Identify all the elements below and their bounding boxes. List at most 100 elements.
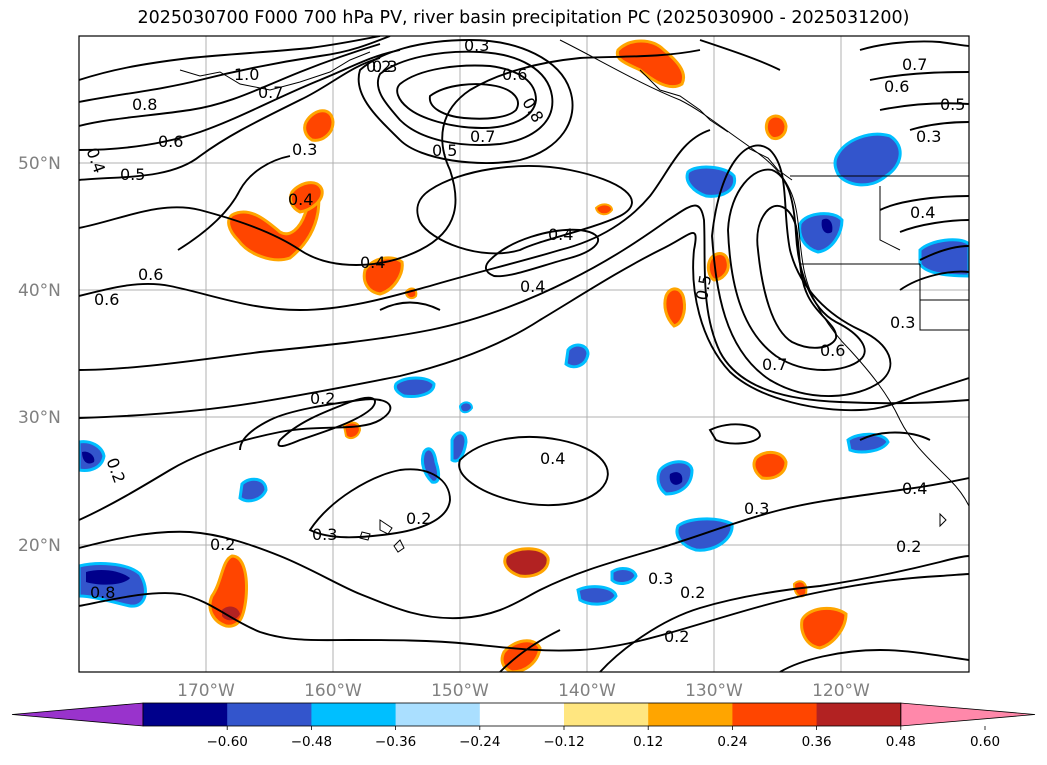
precip-blob xyxy=(458,401,474,414)
contour-label: 0.3 xyxy=(464,36,489,55)
contour-label: 0.2 xyxy=(210,535,235,554)
precip-blob xyxy=(393,376,436,398)
contour-label: 0.5 xyxy=(940,95,965,114)
contour-label: 0.7 xyxy=(762,355,787,374)
pv-contours xyxy=(79,36,969,672)
lon-label-160w: 160°W xyxy=(304,681,362,701)
contour-label: 0.3 xyxy=(312,525,337,544)
contour-label: 0.4 xyxy=(910,203,935,222)
contour-labels: 0.3 0.6 0.8 0.7 0.5 0.2 1.0 0.7 0.8 0.6 … xyxy=(83,36,966,646)
colorbar-segment xyxy=(816,703,902,726)
contour-label: 0.2 xyxy=(366,57,391,76)
contour-label: 0.4 xyxy=(548,225,573,244)
contour-label: 0.5 xyxy=(692,273,715,301)
precip-blob xyxy=(594,203,614,216)
colorbar-extend-max xyxy=(900,702,1036,727)
lat-label-50n: 50°N xyxy=(18,154,61,174)
colorbar-extend-min xyxy=(11,702,144,727)
lat-label-20n: 20°N xyxy=(18,536,61,556)
contour-label: 0.6 xyxy=(884,77,909,96)
lon-label-140w: 140°W xyxy=(558,681,616,701)
contour-label: 0.3 xyxy=(916,127,941,146)
contour-label: 0.6 xyxy=(502,65,527,84)
precip-blob xyxy=(675,517,734,552)
lat-label-30n: 30°N xyxy=(18,408,61,428)
contour-label: 0.5 xyxy=(120,165,145,184)
contour-label: 0.5 xyxy=(432,141,457,160)
precip-blob xyxy=(516,552,540,567)
precip-blob xyxy=(615,39,685,89)
precip-blob xyxy=(685,165,737,198)
colorbar: −0.60 −0.48 −0.36 −0.24 −0.12 0.12 0.24 0.36 0.4… xyxy=(11,702,1036,750)
precip-blob xyxy=(821,218,833,234)
precip-blob xyxy=(86,570,130,585)
precip-blob xyxy=(669,472,683,485)
contour-label: 0.6 xyxy=(94,290,119,309)
colorbar-tick-label: 0.60 xyxy=(970,734,1000,750)
contour-label: 0.4 xyxy=(520,277,545,296)
precip-blob xyxy=(764,114,788,140)
contour-label: 0.2 xyxy=(406,509,431,528)
contour-label: 0.3 xyxy=(890,313,915,332)
contour-label: 0.7 xyxy=(902,55,927,74)
contour-label: 0.2 xyxy=(664,627,689,646)
precip-blob xyxy=(846,432,890,454)
precip-blob xyxy=(918,238,969,278)
contour-label: 0.4 xyxy=(360,253,385,272)
colorbar-tick-label: 0.48 xyxy=(886,734,916,750)
colorbar-tick-label: 0.12 xyxy=(633,734,663,750)
precip-blob xyxy=(227,193,321,262)
colorbar-segment xyxy=(479,703,565,726)
colorbar-segment xyxy=(395,703,481,726)
precip-blob xyxy=(342,421,362,439)
gridlines xyxy=(79,36,969,672)
contour-label: 1.0 xyxy=(234,65,259,84)
colorbar-tick-label: −0.24 xyxy=(459,734,500,750)
contour-label: 0.8 xyxy=(90,583,115,602)
lat-label-40n: 40°N xyxy=(18,281,61,301)
colorbar-segment xyxy=(311,703,397,726)
contour-label: 0.3 xyxy=(744,499,769,518)
precip-blob xyxy=(288,181,324,214)
colorbar-segment xyxy=(648,703,733,726)
contour-label: 0.7 xyxy=(470,127,495,146)
contour-label: 0.3 xyxy=(648,569,673,588)
contour-label: 0.8 xyxy=(132,95,157,114)
lon-label-120w: 120°W xyxy=(812,681,870,701)
colorbar-border xyxy=(142,702,902,727)
colorbar-tick-label: −0.60 xyxy=(207,734,248,750)
colorbar-segment xyxy=(227,703,312,726)
colorbar-segment xyxy=(564,703,649,726)
precip-blob xyxy=(576,585,618,606)
colorbar-tick-label: −0.12 xyxy=(543,734,584,750)
precip-blob xyxy=(800,606,848,650)
colorbar-segment xyxy=(732,703,818,726)
contour-label: 0.6 xyxy=(820,341,845,360)
latitude-labels: 50°N 40°N 30°N 20°N xyxy=(18,154,61,556)
colorbar-tick-label: 0.36 xyxy=(802,734,832,750)
lon-label-170w: 170°W xyxy=(177,681,235,701)
precip-blob xyxy=(752,451,788,480)
precip-blob xyxy=(450,431,468,463)
contour-label: 0.4 xyxy=(540,449,565,468)
lon-label-150w: 150°W xyxy=(431,681,489,701)
map-border xyxy=(78,35,970,673)
colorbar-tick-label: 0.24 xyxy=(717,734,747,750)
contour-label: 0.2 xyxy=(896,537,921,556)
longitude-labels: 170°W 160°W 150°W 140°W 130°W 120°W xyxy=(177,681,870,701)
map-title: 2025030700 F000 700 hPa PV, river basin … xyxy=(137,8,910,28)
contour-label: 0.4 xyxy=(902,479,927,498)
precip-blob xyxy=(663,287,686,328)
coastlines xyxy=(179,39,969,553)
contour-label: 0.3 xyxy=(372,57,397,76)
precip-blob xyxy=(222,606,240,621)
precip-blob xyxy=(610,567,638,585)
contour-label: 0.7 xyxy=(258,83,283,102)
contour-label: 0.6 xyxy=(158,132,183,151)
contour-label: 0.2 xyxy=(310,389,335,408)
contour-label: 0.3 xyxy=(292,140,317,159)
colorbar-segment xyxy=(143,703,228,726)
precip-blob xyxy=(564,343,590,369)
precip-blob xyxy=(82,451,95,464)
